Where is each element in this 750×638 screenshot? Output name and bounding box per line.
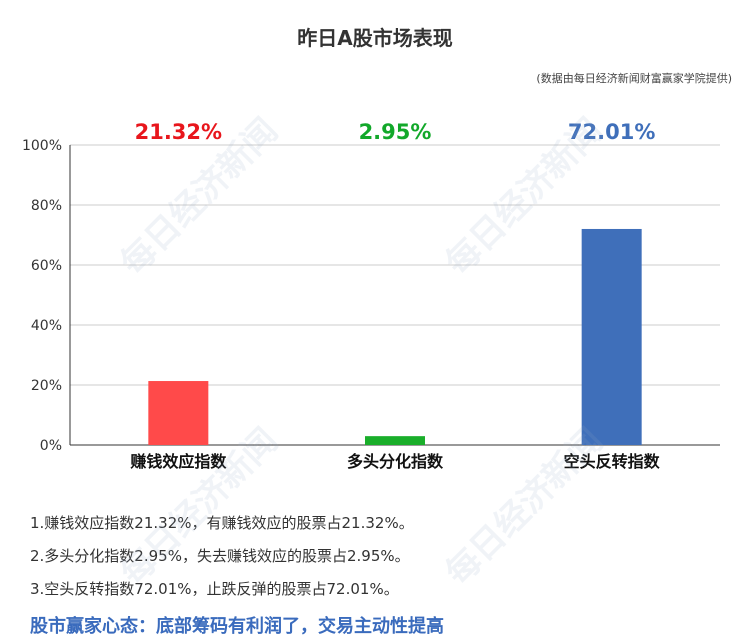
note-1: 1.赚钱效应指数21.32%，有赚钱效应的股票占21.32%。 <box>30 514 414 532</box>
data-label: 72.01% <box>568 120 655 144</box>
data-source-note: (数据由每日经济新闻财富赢家学院提供) <box>536 72 732 85</box>
y-tick-label: 80% <box>31 198 62 214</box>
note-2: 2.多头分化指数2.95%，失去赚钱效应的股票占2.95%。 <box>30 547 410 565</box>
x-tick-label: 赚钱效应指数 <box>129 452 227 471</box>
bar-1 <box>148 381 209 445</box>
data-label: 2.95% <box>359 120 432 144</box>
x-tick-label: 多头分化指数 <box>347 452 444 471</box>
data-label: 21.32% <box>135 120 222 144</box>
y-tick-label: 0% <box>40 438 62 454</box>
y-tick-label: 100% <box>22 138 62 154</box>
y-tick-label: 40% <box>31 318 62 334</box>
market-mood-headline: 股市赢家心态：底部筹码有利润了，交易主动性提高 <box>30 616 444 637</box>
x-tick-label: 空头反转指数 <box>564 452 661 471</box>
note-3: 3.空头反转指数72.01%，止跌反弹的股票占72.01%。 <box>30 580 399 598</box>
bar-3 <box>581 228 642 445</box>
chart-title: 昨日A股市场表现 <box>297 26 453 50</box>
y-tick-label: 20% <box>31 378 62 394</box>
y-tick-label: 60% <box>31 258 62 274</box>
bar-chart: 0% 20% 40% 60% 80% 100% 赚钱效应指数 21.32% 多头分化指数 2.95… <box>22 120 720 471</box>
bar-2 <box>365 436 425 445</box>
